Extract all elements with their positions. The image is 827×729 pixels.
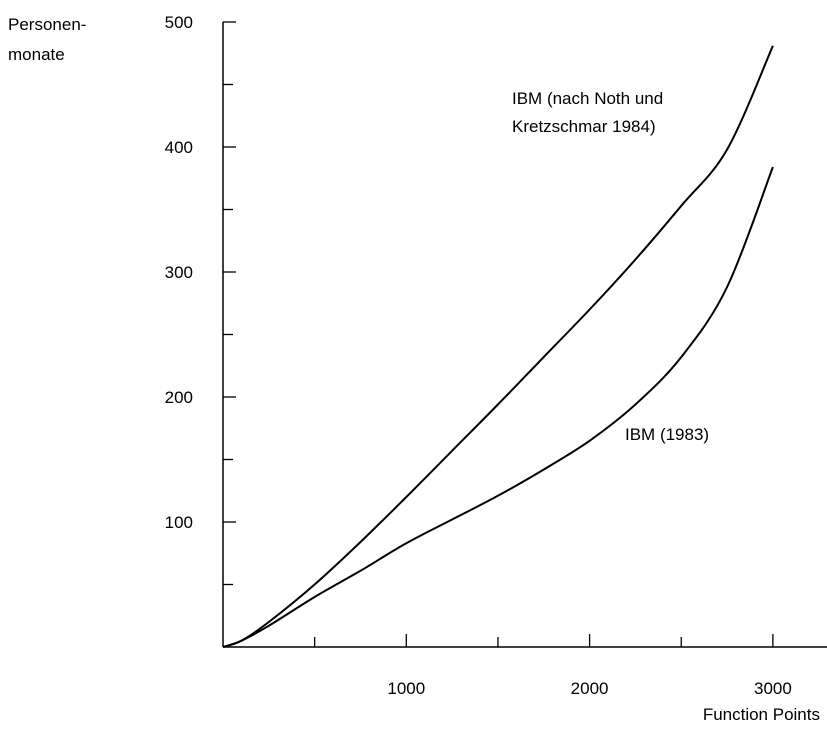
x-axis-label: Function Points [703,705,820,724]
y-axis-label-line2: monate [8,45,65,64]
y-tick-label-400: 400 [165,138,193,157]
y-tick-label-500: 500 [165,13,193,32]
axis-ticks [223,21,774,647]
y-tick-label-100: 100 [165,513,193,532]
series-labels: IBM (nach Noth und Kretzschmar 1984) IBM… [512,89,709,444]
x-tick-label-2000: 2000 [571,679,609,698]
series-group [222,45,774,648]
series-line-ibm-noth-kretzschmar-1984 [222,45,774,648]
series-line-ibm-1983 [222,166,774,648]
x-tick-label-3000: 3000 [754,679,792,698]
series-label-ibm-noth-kretzschmar-line1: IBM (nach Noth und [512,89,663,108]
y-tick-label-200: 200 [165,388,193,407]
series-label-ibm-noth-kretzschmar-line2: Kretzschmar 1984) [512,117,656,136]
y-tick-label-300: 300 [165,263,193,282]
series-label-ibm-1983: IBM (1983) [625,425,709,444]
tick-labels: 1000 2000 3000 100 200 300 400 500 [165,13,792,698]
y-axis-label-line1: Personen- [8,15,86,34]
x-tick-label-1000: 1000 [387,679,425,698]
